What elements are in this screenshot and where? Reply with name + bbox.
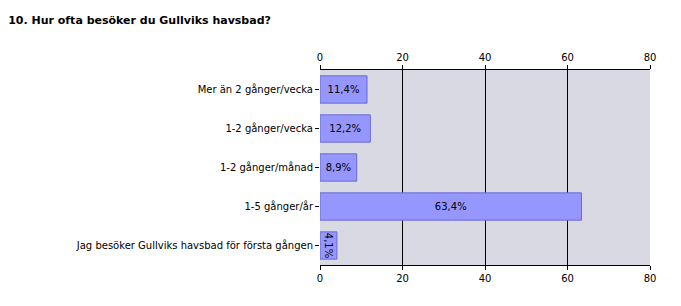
svg-text:0: 0 bbox=[317, 52, 323, 63]
svg-text:10. Hur ofta besöker du Gullvi: 10. Hur ofta besöker du Gullviks havsbad… bbox=[8, 14, 271, 27]
svg-text:80: 80 bbox=[644, 273, 657, 284]
svg-text:60: 60 bbox=[561, 52, 574, 63]
svg-text:12,2%: 12,2% bbox=[329, 123, 361, 134]
svg-text:Jag besöker Gullviks havsbad f: Jag besöker Gullviks havsbad för första … bbox=[76, 239, 313, 251]
svg-text:8,9%: 8,9% bbox=[326, 162, 351, 173]
svg-text:0: 0 bbox=[317, 273, 323, 284]
svg-text:40: 40 bbox=[479, 273, 492, 284]
svg-text:20: 20 bbox=[396, 52, 409, 63]
svg-text:4,1%: 4,1% bbox=[323, 233, 334, 258]
svg-text:40: 40 bbox=[479, 52, 492, 63]
svg-text:1-2 gånger/månad: 1-2 gånger/månad bbox=[220, 161, 313, 173]
svg-text:60: 60 bbox=[561, 273, 574, 284]
svg-text:63,4%: 63,4% bbox=[435, 201, 467, 212]
svg-text:1-2 gånger/vecka: 1-2 gånger/vecka bbox=[225, 122, 313, 134]
svg-text:Mer än 2 gånger/vecka: Mer än 2 gånger/vecka bbox=[198, 83, 313, 95]
svg-text:20: 20 bbox=[396, 273, 409, 284]
svg-text:11,4%: 11,4% bbox=[328, 84, 360, 95]
svg-text:80: 80 bbox=[644, 52, 657, 63]
svg-text:1-5 gånger/år: 1-5 gånger/år bbox=[244, 200, 313, 212]
